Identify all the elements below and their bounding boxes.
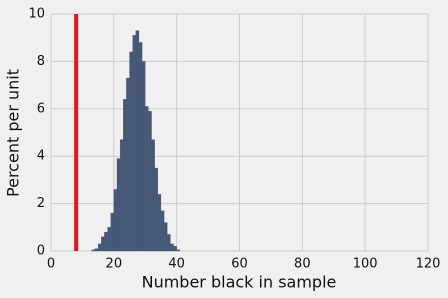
- bar: [101, 236, 105, 252]
- x-tick-label: 60: [231, 257, 248, 272]
- bar: [123, 99, 127, 252]
- y-tick-label: 10: [28, 7, 45, 22]
- bar: [113, 189, 118, 252]
- bar: [138, 42, 143, 252]
- x-tick-label: 20: [106, 257, 123, 272]
- bar: [157, 193, 162, 252]
- bar: [173, 246, 177, 252]
- bar: [126, 77, 130, 252]
- y-tick-label: 8: [37, 54, 45, 69]
- bar: [94, 248, 99, 252]
- bar: [154, 167, 158, 252]
- y-tick-label: 6: [37, 101, 45, 116]
- x-tick-label: 80: [294, 257, 311, 272]
- bar: [116, 158, 121, 252]
- y-tick-label: 0: [37, 244, 45, 259]
- x-tick-label: 100: [353, 257, 378, 272]
- y-axis-label: Percent per unit: [4, 69, 23, 197]
- bar: [145, 106, 149, 252]
- bar: [170, 243, 174, 252]
- bar: [141, 61, 146, 252]
- bar: [163, 222, 168, 252]
- bar: [104, 231, 108, 252]
- y-tick-label: 4: [37, 149, 45, 164]
- y-tick-label: 2: [37, 196, 45, 211]
- bar: [129, 51, 133, 252]
- bar: [167, 234, 171, 252]
- x-tick-label: 40: [168, 257, 185, 272]
- bar: [160, 210, 165, 252]
- bar: [119, 139, 124, 252]
- x-tick-label: 120: [416, 257, 441, 272]
- x-axis-label: Number black in sample: [142, 273, 337, 292]
- bar: [97, 243, 102, 252]
- bar: [110, 212, 114, 252]
- x-tick-label: 0: [47, 257, 55, 272]
- bar: [176, 249, 180, 252]
- bar: [148, 111, 152, 252]
- bar: [132, 35, 136, 252]
- bar: [91, 249, 96, 252]
- bar: [151, 139, 155, 252]
- bar: [107, 227, 111, 252]
- bar: [135, 30, 140, 252]
